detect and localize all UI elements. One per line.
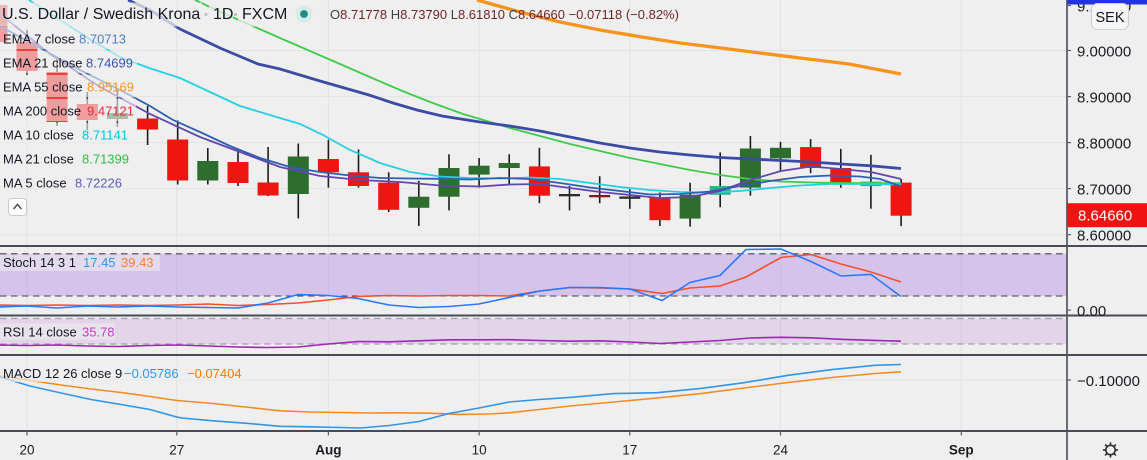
svg-text:35.78: 35.78: [82, 325, 115, 340]
svg-text:−0.10000: −0.10000: [1077, 373, 1140, 390]
svg-text:−0.05786: −0.05786: [124, 366, 179, 381]
svg-text:39.43: 39.43: [121, 255, 154, 270]
svg-text:8.95169: 8.95169: [87, 79, 134, 94]
svg-text:8.64660: 8.64660: [1078, 208, 1132, 225]
svg-text:1D: 1D: [213, 6, 233, 23]
svg-text:8.80000: 8.80000: [1077, 136, 1131, 153]
svg-text:17.45: 17.45: [83, 255, 116, 270]
svg-text:−0.07404: −0.07404: [187, 366, 242, 381]
svg-text:8.71141: 8.71141: [82, 127, 128, 142]
svg-text:9.00000: 9.00000: [1077, 44, 1131, 61]
svg-text:8.72226: 8.72226: [75, 175, 122, 190]
svg-text:SEK: SEK: [1095, 10, 1124, 26]
svg-text:8.60000: 8.60000: [1077, 228, 1131, 245]
svg-text:8.70000: 8.70000: [1077, 182, 1131, 199]
svg-text:RSI 14 close: RSI 14 close: [3, 325, 77, 340]
svg-text:8.74699: 8.74699: [86, 55, 133, 70]
svg-text:8.90000: 8.90000: [1077, 90, 1131, 107]
svg-text:EMA 21 close: EMA 21 close: [3, 55, 83, 70]
svg-text:MA 5 close: MA 5 close: [3, 175, 67, 190]
svg-text:9.47121: 9.47121: [87, 103, 134, 118]
svg-text:MA 10 close: MA 10 close: [3, 127, 74, 142]
svg-text:17: 17: [622, 443, 637, 458]
svg-text:Sep: Sep: [949, 443, 974, 458]
svg-text:8.70713: 8.70713: [79, 31, 126, 46]
svg-text:8.71399: 8.71399: [82, 151, 129, 166]
svg-text:20: 20: [19, 443, 34, 458]
svg-text:MACD 12 26 close 9: MACD 12 26 close 9: [3, 366, 122, 381]
svg-text:24: 24: [773, 443, 789, 458]
svg-text:10: 10: [472, 443, 487, 458]
svg-text:27: 27: [169, 443, 184, 458]
svg-text:Stoch 14 3 1: Stoch 14 3 1: [3, 255, 76, 270]
svg-text:0.00: 0.00: [1077, 303, 1106, 320]
svg-text:MA 200 close: MA 200 close: [3, 103, 81, 118]
svg-text:Aug: Aug: [315, 443, 341, 458]
svg-text:EMA 55 close: EMA 55 close: [3, 79, 83, 94]
svg-text:FXCM: FXCM: [242, 6, 287, 23]
svg-text:MA 21 close: MA 21 close: [3, 151, 74, 166]
svg-text:U.S. Dollar / Swedish Krona: U.S. Dollar / Swedish Krona: [2, 6, 200, 23]
svg-text:EMA 7 close: EMA 7 close: [3, 31, 75, 46]
svg-text:O8.71778 H8.73790 L8.61810 C8.: O8.71778 H8.73790 L8.61810 C8.64660 −0.0…: [330, 7, 679, 22]
